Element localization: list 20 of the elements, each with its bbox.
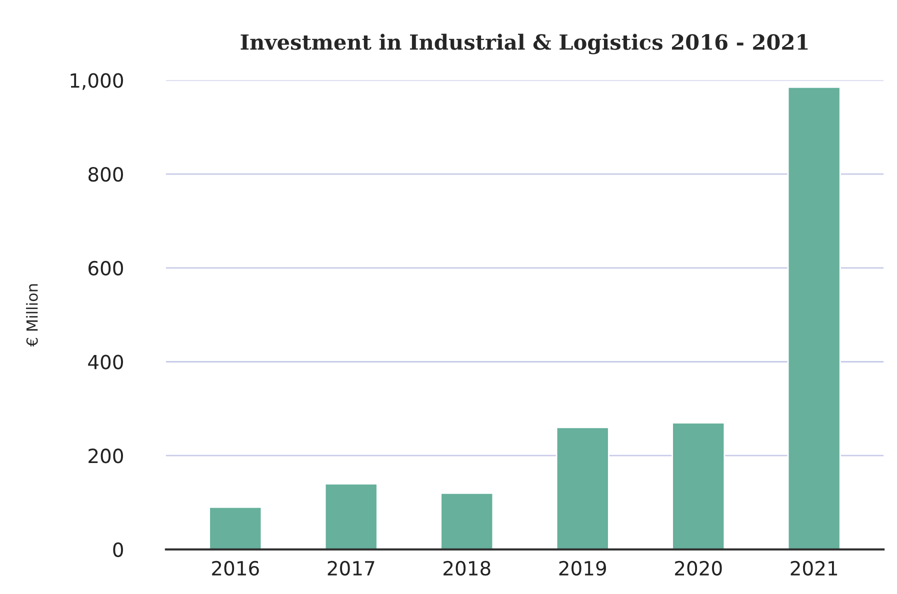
x-tick-label: 2016	[212, 560, 259, 576]
bar	[556, 426, 610, 550]
bar	[440, 492, 494, 550]
y-tick-label: 800	[88, 167, 123, 182]
x-tick-label: 2018	[444, 560, 490, 576]
y-tick-label: 600	[88, 260, 123, 276]
x-tick-label: 2021	[790, 560, 838, 576]
y-tick-label: 1,000	[70, 73, 123, 90]
bar	[208, 506, 262, 550]
x-tick-label: 2019	[559, 560, 606, 576]
y-tick-label: 0	[113, 542, 123, 558]
bar	[787, 86, 841, 550]
x-tick-label: 2017	[328, 560, 374, 576]
x-tick-label: 2020	[675, 560, 722, 576]
bar	[324, 483, 378, 550]
chart-title: Investment in Industrial & Logistics 2016 - 2021	[240, 34, 808, 54]
y-tick-label: 400	[88, 354, 123, 370]
y-tick-label: 200	[88, 448, 123, 464]
bar	[672, 422, 726, 550]
y-axis-title: € Million	[26, 284, 38, 347]
